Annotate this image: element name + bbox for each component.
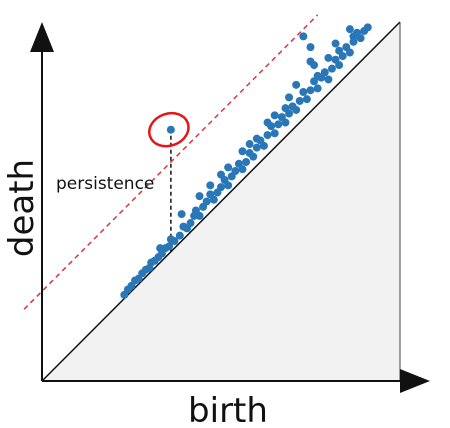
data-point — [263, 131, 272, 140]
data-point — [285, 93, 294, 102]
data-point — [345, 48, 354, 57]
data-point — [252, 134, 261, 143]
data-point — [249, 152, 258, 161]
x-axis-label: birth — [188, 391, 268, 428]
data-point — [324, 53, 333, 62]
x-axis-arrow — [400, 369, 430, 393]
data-point — [242, 158, 251, 167]
data-point — [224, 163, 233, 172]
data-point — [206, 181, 215, 190]
data-point — [231, 166, 240, 175]
data-point — [292, 80, 301, 89]
data-point — [292, 105, 301, 114]
data-point — [306, 43, 315, 52]
data-point — [245, 140, 254, 149]
data-point — [299, 88, 308, 97]
data-point — [186, 219, 195, 228]
data-point — [177, 210, 186, 219]
data-point — [195, 211, 204, 220]
data-point — [349, 32, 358, 41]
data-point — [345, 25, 354, 34]
data-point — [270, 111, 279, 120]
data-point — [281, 104, 290, 113]
data-point — [217, 170, 225, 179]
data-point — [324, 75, 333, 84]
highlight-ring — [148, 111, 190, 148]
threshold-line — [23, 14, 319, 310]
data-point — [202, 197, 211, 206]
data-point — [331, 39, 340, 48]
data-point — [313, 84, 322, 93]
data-point — [327, 64, 336, 73]
data-point — [335, 61, 344, 70]
data-point — [356, 34, 365, 43]
data-point — [320, 68, 329, 77]
data-point — [302, 95, 311, 104]
data-point — [238, 165, 247, 174]
data-points — [120, 23, 372, 299]
data-point — [335, 46, 344, 55]
data-point — [313, 71, 322, 80]
y-axis-label: death — [2, 159, 42, 257]
data-point — [263, 118, 272, 127]
data-point — [274, 120, 283, 129]
data-point — [209, 195, 218, 204]
data-point — [252, 143, 261, 152]
data-point — [259, 141, 268, 150]
data-point — [170, 236, 179, 245]
data-point — [270, 129, 279, 138]
data-point — [156, 244, 165, 253]
y-axis-arrow — [30, 22, 54, 52]
diagonal-line — [41, 21, 401, 382]
data-point — [165, 242, 174, 251]
data-point — [295, 96, 304, 105]
persistence-label: persistence — [56, 174, 154, 194]
data-point — [363, 23, 372, 32]
data-point — [238, 147, 247, 156]
data-point — [306, 86, 315, 95]
data-point — [195, 192, 204, 201]
data-point — [217, 183, 225, 192]
data-point — [281, 118, 290, 127]
data-point — [224, 181, 233, 190]
data-point — [175, 231, 184, 240]
data-point — [299, 32, 308, 41]
data-point — [306, 57, 315, 66]
data-point — [166, 125, 175, 134]
